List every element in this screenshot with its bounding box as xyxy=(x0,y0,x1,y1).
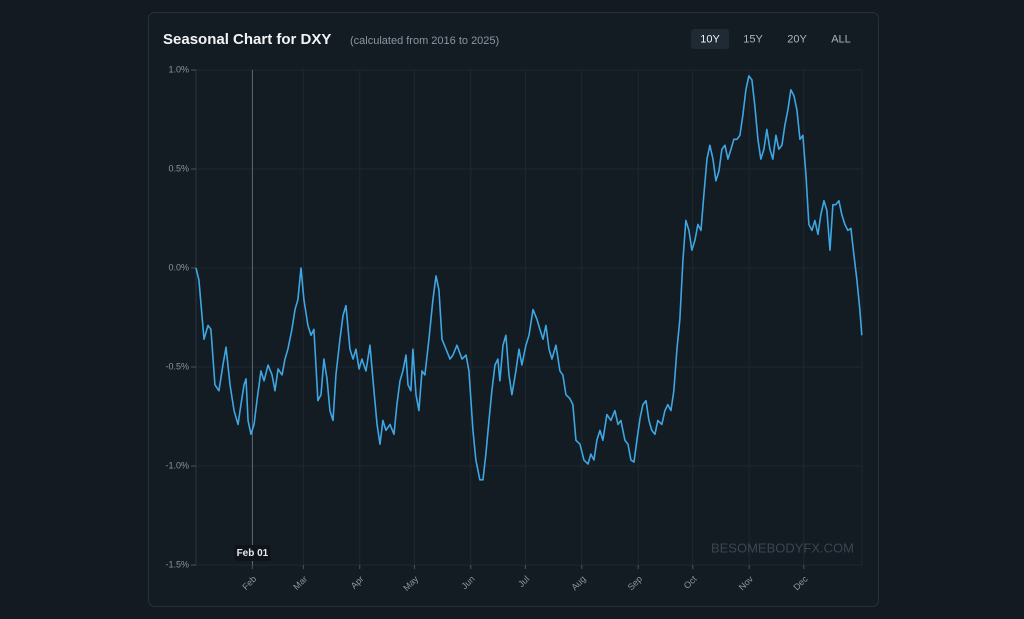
y-tick-label: 0.0% xyxy=(168,262,189,272)
range-button-label: 10Y xyxy=(700,33,720,45)
chart-subtitle: (calculated from 2016 to 2025) xyxy=(350,35,499,47)
y-tick-label: -1.5% xyxy=(165,559,189,569)
range-button-label: ALL xyxy=(831,33,851,45)
range-button-label: 15Y xyxy=(743,33,763,45)
watermark: BESOMEBODYFX.COM xyxy=(711,540,854,555)
y-tick-label: -0.5% xyxy=(165,361,189,371)
range-buttons: 10Y 15Y 20Y ALL xyxy=(691,29,851,49)
range-button-bg xyxy=(691,29,729,49)
series-line xyxy=(195,75,863,481)
y-tick-label: -1.0% xyxy=(165,460,189,470)
y-tick-label: 1.0% xyxy=(168,64,189,74)
range-button[interactable]: ALL xyxy=(831,33,851,45)
chart-card xyxy=(148,12,879,607)
range-button[interactable]: 20Y xyxy=(787,33,807,45)
y-tick-label: 0.5% xyxy=(168,163,189,173)
range-button[interactable]: 10Y xyxy=(691,29,729,49)
range-button-label: 20Y xyxy=(787,33,807,45)
range-button[interactable]: 15Y xyxy=(743,33,763,45)
crosshair-label-bg xyxy=(234,545,271,561)
crosshair-label: Feb 01 xyxy=(237,548,269,559)
chart-title: Seasonal Chart for DXY xyxy=(163,31,331,48)
